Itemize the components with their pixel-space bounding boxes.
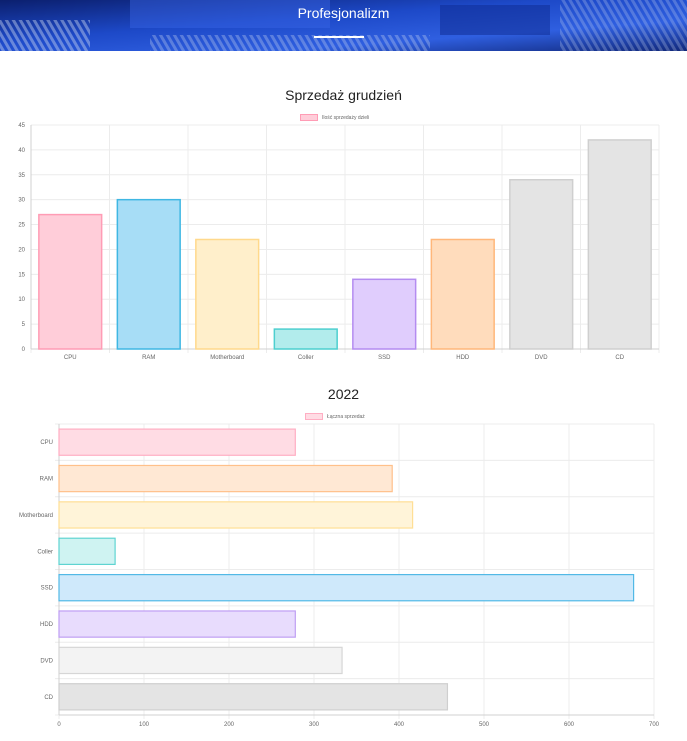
page-title: Profesjonalizm bbox=[297, 5, 390, 21]
chart2-y-tick-label: Coller bbox=[37, 549, 53, 555]
chart1-title: Sprzedaż grudzień bbox=[285, 87, 402, 103]
chart2-y-tick-label: CPU bbox=[40, 440, 53, 446]
chart1-x-tick-label: HDD bbox=[456, 355, 470, 361]
chart2-x-tick-label: 600 bbox=[564, 722, 575, 728]
chart1-bar-hdd bbox=[430, 238, 495, 350]
chart2-bar-motherboard bbox=[58, 501, 414, 529]
chart1-bar-ram bbox=[116, 198, 181, 350]
chart2-bar-cpu bbox=[58, 428, 296, 456]
chart1-y-tick-label: 20 bbox=[18, 247, 25, 253]
chart2-legend[interactable]: Łączna sprzedaż bbox=[305, 413, 365, 420]
chart2-title: 2022 bbox=[327, 386, 360, 402]
chart1-legend[interactable]: Ilość sprzedaży dzieli bbox=[300, 114, 369, 121]
chart2-bar-coller bbox=[58, 537, 116, 566]
chart1-y-tick-label: 0 bbox=[22, 347, 26, 353]
chart1-x-tick-label: RAM bbox=[142, 355, 155, 361]
circuit-board-image bbox=[0, 0, 687, 51]
chart1-legend-swatch bbox=[300, 114, 318, 121]
chart2-y-tick-label: Motherboard bbox=[19, 513, 53, 519]
chart1-x-tick-label: CD bbox=[615, 355, 624, 361]
chart1-x-tick-label: Coller bbox=[298, 355, 314, 361]
title-underline bbox=[314, 36, 364, 38]
chart1-y-tick-label: 30 bbox=[18, 198, 25, 204]
chart1-bar-coller bbox=[273, 328, 338, 350]
chart2-bar-hdd bbox=[58, 610, 296, 638]
chart2-x-tick-label: 400 bbox=[394, 722, 405, 728]
chart2-bar-ssd bbox=[58, 573, 635, 602]
chart1-y-tick-label: 15 bbox=[18, 272, 25, 278]
chart2-y-tick-label: RAM bbox=[40, 477, 53, 483]
chart2-y-tick-label: CD bbox=[44, 695, 53, 701]
chart2-legend-label: Łączna sprzedaż bbox=[327, 413, 365, 420]
chart1-y-tick-label: 45 bbox=[18, 123, 25, 129]
chart1-y-tick-label: 10 bbox=[18, 297, 25, 303]
chart2-y-tick-label: SSD bbox=[41, 586, 54, 592]
chart1-bar-cd bbox=[587, 139, 652, 350]
chart2-bar-cd bbox=[58, 683, 449, 711]
chart1-bar-dvd bbox=[509, 179, 574, 350]
header-banner: Profesjonalizm bbox=[0, 0, 687, 51]
chart1-x-tick-label: SSD bbox=[378, 355, 391, 361]
chart2-x-tick-label: 700 bbox=[649, 722, 660, 728]
chart1-x-tick-label: Motherboard bbox=[210, 355, 244, 361]
chart1-y-tick-label: 5 bbox=[22, 322, 26, 328]
chart2-y-tick-label: DVD bbox=[40, 658, 53, 664]
chart2-x-tick-label: 500 bbox=[479, 722, 490, 728]
chart1-bar-motherboard bbox=[195, 238, 260, 350]
chart1-bar-cpu bbox=[38, 213, 103, 350]
chart2-x-tick-label: 0 bbox=[57, 722, 61, 728]
vertical-bar-chart: 0 5 10 15 20 25 30 35 40 45 CPU RAM Motherboard Colle… bbox=[18, 123, 660, 361]
chart1-bar-ssd bbox=[352, 278, 417, 350]
chart2-y-tick-label: HDD bbox=[40, 622, 54, 628]
chart2-x-tick-label: 100 bbox=[139, 722, 150, 728]
chart2-legend-swatch bbox=[305, 413, 323, 420]
chart2-x-tick-label: 200 bbox=[224, 722, 235, 728]
chart2-bar-dvd bbox=[58, 646, 343, 675]
chart1-x-tick-label: DVD bbox=[535, 355, 548, 361]
chart1-y-tick-label: 35 bbox=[18, 173, 25, 179]
chart1-x-tick-label: CPU bbox=[64, 355, 77, 361]
chart2-bar-ram bbox=[58, 464, 393, 493]
chart1-y-tick-label: 25 bbox=[18, 223, 25, 229]
chart1-legend-label: Ilość sprzedaży dzieli bbox=[322, 114, 370, 121]
chart2-x-tick-label: 300 bbox=[309, 722, 320, 728]
chart1-y-tick-label: 40 bbox=[18, 148, 25, 154]
